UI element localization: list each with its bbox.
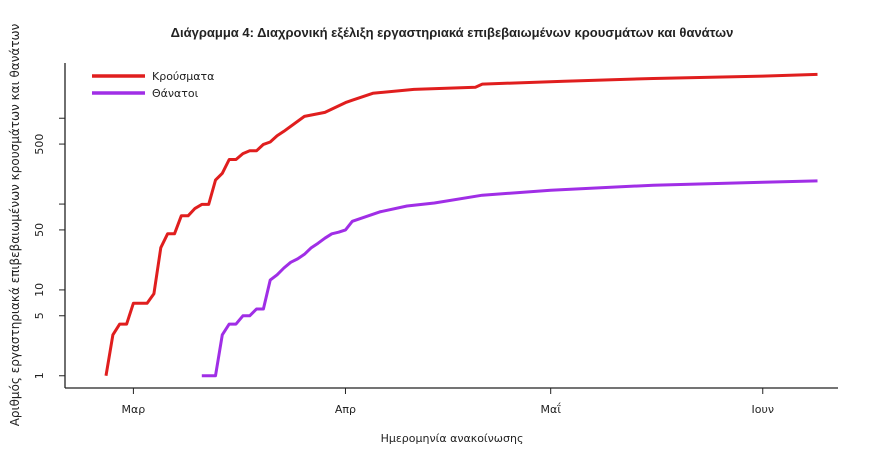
x-tick-label: Μαρ — [122, 403, 146, 416]
y-tick-label: 5 — [33, 312, 46, 319]
axes: 1 5 10 50 500 Μαρ Απρ Μαΐ Ιουν — [33, 63, 838, 416]
x-tick-label: Μαΐ — [540, 402, 561, 416]
x-axis-label: Ημερομηνία ανακοίνωσης — [381, 432, 524, 445]
legend: Κρούσματα Θάνατοι — [92, 70, 214, 100]
chart-title: Διάγραμμα 4: Διαχρονική εξέλιξη εργαστηρ… — [171, 25, 734, 40]
y-tick-label: 50 — [33, 223, 46, 237]
legend-label-deaths: Θάνατοι — [152, 87, 199, 100]
y-axis-label: Αριθμός εργαστηριακά επιβεβαιωμένων κρου… — [8, 23, 22, 426]
legend-label-cases: Κρούσματα — [152, 70, 214, 83]
y-tick-label: 500 — [33, 134, 46, 155]
y-tick-label: 10 — [33, 283, 46, 297]
series-line-cases — [104, 72, 818, 377]
series-line-deaths — [201, 179, 818, 378]
x-tick-label: Ιουν — [752, 403, 774, 416]
x-tick-label: Απρ — [335, 403, 356, 416]
y-tick-label: 1 — [33, 372, 46, 379]
plot-lines — [104, 72, 818, 378]
